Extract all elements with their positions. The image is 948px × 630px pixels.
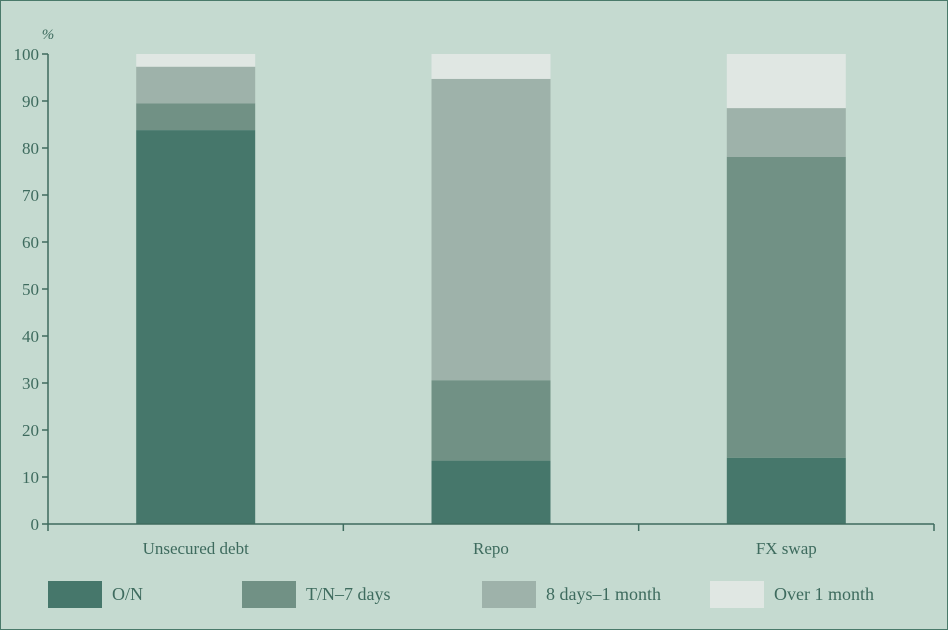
x-tick-label: Unsecured debt [143,539,249,558]
y-tick-label: 10 [22,468,39,487]
y-tick-label: 40 [22,327,39,346]
legend-swatch [242,581,296,608]
bar-segment [431,78,551,381]
bar-segment [726,108,846,157]
y-tick-label: 50 [22,280,39,299]
y-tick-label: 0 [31,515,40,534]
legend-swatch [48,581,102,608]
bar-segment [136,54,256,67]
x-tick-label: Repo [473,539,509,558]
legend-label: Over 1 month [774,584,874,604]
legend: O/N T/N–7 days 8 days–1 month Over 1 month [0,578,948,612]
y-tick-label: 80 [22,139,39,158]
bar-segment [136,66,256,104]
bars-layer [136,54,846,524]
y-tick-label: 70 [22,186,39,205]
legend-swatch [482,581,536,608]
bar-segment [431,380,551,461]
bar-segment [726,457,846,524]
y-tick-label: 60 [22,233,39,252]
x-tick-label: FX swap [756,539,817,558]
bar-segment [726,54,846,109]
bar-segment [431,54,551,79]
bar-segment [136,130,256,524]
y-tick-label: 100 [14,45,40,64]
axes-layer: Unsecured debt Repo FX swap 0 10 20 30 40 50 60 70… [14,27,935,558]
stacked-bar-chart: Unsecured debt Repo FX swap 0 10 20 30 40 50 60 70… [14,27,935,558]
bar-segment [136,103,256,131]
bar-segment [431,460,551,524]
legend-swatch [710,581,764,608]
legend-label: O/N [112,584,143,604]
y-tick-label: 90 [22,92,39,111]
y-tick-label: 20 [22,421,39,440]
bar-segment [726,156,846,458]
legend-label: 8 days–1 month [546,584,661,604]
legend-label: T/N–7 days [306,584,391,604]
y-unit-label: % [42,27,55,43]
y-tick-label: 30 [22,374,39,393]
